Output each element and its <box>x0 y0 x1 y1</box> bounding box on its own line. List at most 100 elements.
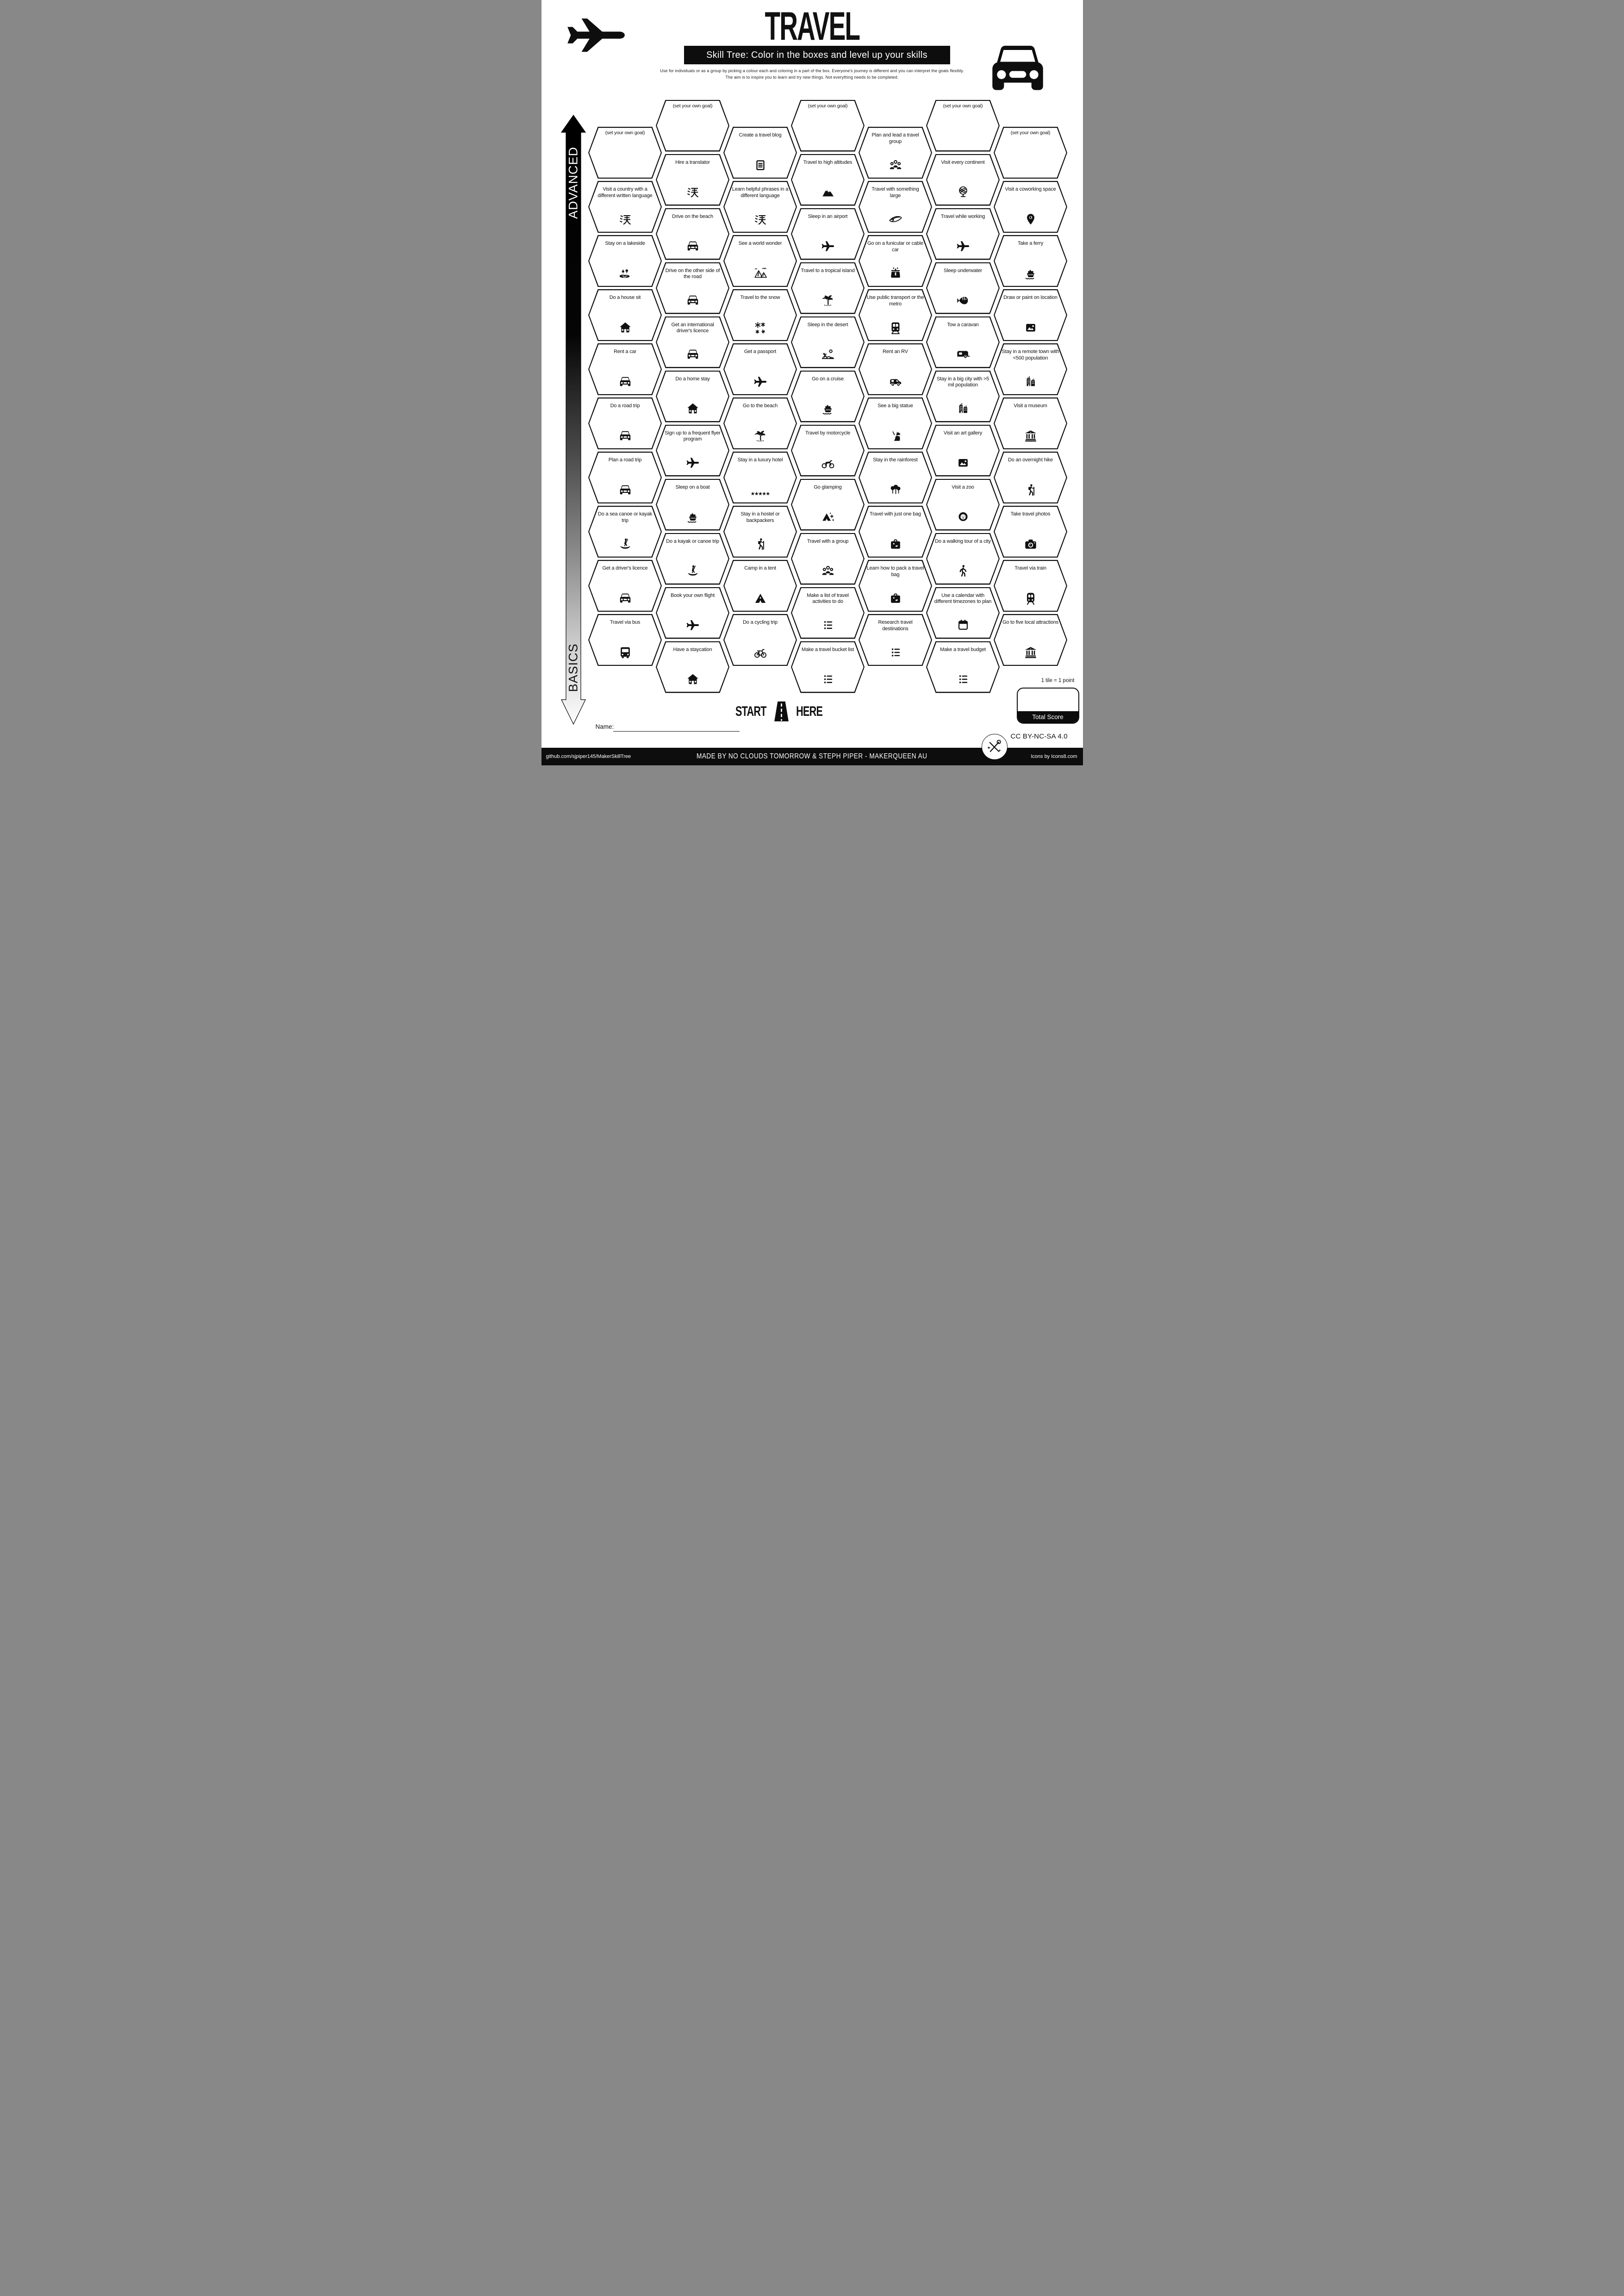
hex-plan-and-lead-a-travel-group[interactable]: Plan and lead a travel group <box>859 127 932 179</box>
house-icon <box>618 321 632 335</box>
footer-icons8-link[interactable]: Icons by Icons8.com <box>1031 754 1077 759</box>
hex-label: Travel with something large <box>871 186 919 199</box>
hex-label: Drive on the other side of the road <box>665 267 720 280</box>
hex-rent-an-rv[interactable]: Rent an RV <box>859 343 932 395</box>
hex-travel-with-a-group[interactable]: Travel with a group <box>791 533 865 585</box>
hex-do-a-road-trip[interactable]: Do a road trip <box>588 397 662 449</box>
hex-do-a-house-sit[interactable]: Do a house sit <box>588 289 662 341</box>
hex-get-a-driver-s-licence[interactable]: Get a driver's licence <box>588 560 662 612</box>
hex-rent-a-car[interactable]: Rent a car <box>588 343 662 395</box>
hex-travel-with-just-one-bag[interactable]: Travel with just one bag <box>859 506 932 558</box>
hex-travel-with-something-large[interactable]: Travel with something large <box>859 181 932 233</box>
hex-stay-in-a-luxury-hotel[interactable]: Stay in a luxury hotel <box>723 452 797 503</box>
hex-do-a-walking-tour-of-a-city[interactable]: Do a walking tour of a city <box>926 533 1000 585</box>
hex-go-to-five-local-attractions[interactable]: Go to five local attractions <box>994 614 1067 666</box>
hex-stay-in-a-remote-town-with-500-population[interactable]: Stay in a remote town with <500 populati… <box>994 343 1067 395</box>
hex-make-a-travel-bucket-list[interactable]: Make a travel bucket list <box>791 641 865 693</box>
hex-go-on-a-funicular-or-cable-car[interactable]: Go on a funicular or cable car <box>859 235 932 287</box>
hex-get-a-passport[interactable]: Get a passport <box>723 343 797 395</box>
hex-label: Stay in a remote town with <500 populati… <box>1002 349 1059 361</box>
hex-drive-on-the-other-side-of-the-road[interactable]: Drive on the other side of the road <box>656 262 729 314</box>
hex-do-a-sea-canoe-or-kayak-trip[interactable]: Do a sea canoe or kayak trip <box>588 506 662 558</box>
hex-sleep-on-a-boat[interactable]: Sleep on a boat <box>656 478 729 531</box>
hex-research-travel-destinations[interactable]: Research travel destinations <box>859 614 932 666</box>
hex-sleep-in-an-airport[interactable]: Sleep in an airport <box>791 208 865 260</box>
hex-go-to-the-beach[interactable]: Go to the beach <box>723 397 797 449</box>
hex-travel-to-the-snow[interactable]: Travel to the snow <box>723 289 797 341</box>
hex-label: Get a passport <box>744 349 777 355</box>
hex-travel-by-motorcycle[interactable]: Travel by motorcycle <box>791 424 865 477</box>
footer-github-link[interactable]: github.com/sjpiper145/MakerSkillTree <box>546 754 631 759</box>
hex-do-a-cycling-trip[interactable]: Do a cycling trip <box>723 614 797 666</box>
hex-set-your-own-goal[interactable]: (set your own goal) <box>588 127 662 179</box>
hex-learn-helpful-phrases-in-a-different-langu[interactable]: Learn helpful phrases in a different lan… <box>723 181 797 233</box>
hex-do-a-home-stay[interactable]: Do a home stay <box>656 370 729 422</box>
hex-travel-to-a-tropical-island[interactable]: Travel to a tropical island <box>791 262 865 314</box>
hex-do-a-kayak-or-canoe-trip[interactable]: Do a kayak or canoe trip <box>656 533 729 585</box>
stars-icon <box>750 490 771 497</box>
hex-set-your-own-goal[interactable]: (set your own goal) <box>994 127 1067 179</box>
hex-travel-to-high-altitudes[interactable]: Travel to high altitudes <box>791 154 865 206</box>
hex-label: Visit an art gallery <box>943 430 983 436</box>
hex-label: Travel while working <box>940 213 985 219</box>
hex-make-a-list-of-travel-activities-to-do[interactable]: Make a list of travel activities to do <box>791 587 865 639</box>
hex-see-a-world-wonder[interactable]: See a world wonder <box>723 235 797 287</box>
hex-draw-or-paint-on-location[interactable]: Draw or paint on location <box>994 289 1067 341</box>
hex-book-your-own-flight[interactable]: Book your own flight <box>656 587 729 639</box>
hex-visit-a-museum[interactable]: Visit a museum <box>994 397 1067 449</box>
hex-see-a-big-statue[interactable]: See a big statue <box>859 397 932 449</box>
hex-take-a-ferry[interactable]: Take a ferry <box>994 235 1067 287</box>
hex-label: Take a ferry <box>1017 241 1044 247</box>
total-score-value[interactable] <box>1018 689 1078 711</box>
hex-stay-in-a-big-city-with-5-mil-population[interactable]: Stay in a big city with >5 mil populatio… <box>926 370 1000 422</box>
hex-label: Have a staycation <box>673 646 712 652</box>
hex-label: Make a travel bucket list <box>802 646 854 652</box>
hex-use-public-transport-or-the-metro[interactable]: Use public transport or the metro <box>859 289 932 341</box>
hex-create-a-travel-blog[interactable]: Create a travel blog <box>723 127 797 179</box>
hex-travel-while-working[interactable]: Travel while working <box>926 208 1000 260</box>
hex-learn-how-to-pack-a-travel-bag[interactable]: Learn how to pack a travel bag <box>859 560 932 612</box>
hex-stay-in-a-hostel-or-backpackers[interactable]: Stay in a hostel or backpackers <box>723 506 797 558</box>
start-here: START HERE <box>729 701 828 721</box>
hex-tow-a-caravan[interactable]: Tow a caravan <box>926 316 1000 368</box>
hex-travel-via-bus[interactable]: Travel via bus <box>588 614 662 666</box>
hex-set-your-own-goal[interactable]: (set your own goal) <box>791 99 865 152</box>
hex-sign-up-to-a-frequent-flyer-program[interactable]: Sign up to a frequent flyer program <box>656 424 729 477</box>
hex-go-glamping[interactable]: Go glamping <box>791 478 865 531</box>
hex-visit-an-art-gallery[interactable]: Visit an art gallery <box>926 424 1000 477</box>
hex-get-an-international-driver-s-licence[interactable]: Get an international driver's licence <box>656 316 729 368</box>
hex-set-your-own-goal[interactable]: (set your own goal) <box>926 99 1000 152</box>
hex-make-a-travel-budget[interactable]: Make a travel budget <box>926 641 1000 693</box>
hex-use-a-calendar-with-different-timezones-to[interactable]: Use a calendar with different timezones … <box>926 587 1000 639</box>
hex-go-on-a-cruise[interactable]: Go on a cruise <box>791 370 865 422</box>
hex-label: Do a walking tour of a city <box>935 538 991 544</box>
hex-sleep-underwater[interactable]: Sleep underwater <box>926 262 1000 314</box>
hex-take-travel-photos[interactable]: Take travel photos <box>994 506 1067 558</box>
road-icon <box>774 701 789 721</box>
hex-plan-a-road-trip[interactable]: Plan a road trip <box>588 452 662 503</box>
palm-island-icon <box>821 293 835 307</box>
name-input-line[interactable] <box>613 723 740 732</box>
hex-do-an-overnight-hike[interactable]: Do an overnight hike <box>994 452 1067 503</box>
hex-have-a-staycation[interactable]: Have a staycation <box>656 641 729 693</box>
lakeside-icon <box>618 267 632 280</box>
hex-stay-on-a-lakeside[interactable]: Stay on a lakeside <box>588 235 662 287</box>
hex-set-your-own-goal[interactable]: (set your own goal) <box>656 99 729 152</box>
hex-visit-a-zoo[interactable]: Visit a zoo <box>926 478 1000 531</box>
name-label: Name: <box>595 723 614 730</box>
hex-label: Go on a funicular or cable car <box>867 241 923 253</box>
hex-drive-on-the-beach[interactable]: Drive on the beach <box>656 208 729 260</box>
hex-visit-a-country-with-a-different-written-l[interactable]: Visit a country with a different written… <box>588 181 662 233</box>
hex-label: (set your own goal) <box>1010 130 1051 136</box>
hex-stay-in-the-rainforest[interactable]: Stay in the rainforest <box>859 452 932 503</box>
hex-camp-in-a-tent[interactable]: Camp in a tent <box>723 560 797 612</box>
hex-label: Visit a museum <box>1014 403 1047 409</box>
license-text: CC BY-NC-SA 4.0 <box>1010 732 1068 740</box>
hex-hire-a-translator[interactable]: Hire a translator <box>656 154 729 206</box>
statue-icon <box>889 429 902 443</box>
hex-visit-every-continent[interactable]: Visit every continent <box>926 154 1000 206</box>
bicycle-icon <box>753 645 767 659</box>
hex-sleep-in-the-desert[interactable]: Sleep in the desert <box>791 316 865 368</box>
hex-travel-via-train[interactable]: Travel via train <box>994 560 1067 612</box>
hex-visit-a-coworking-space[interactable]: Visit a coworking space <box>994 181 1067 233</box>
